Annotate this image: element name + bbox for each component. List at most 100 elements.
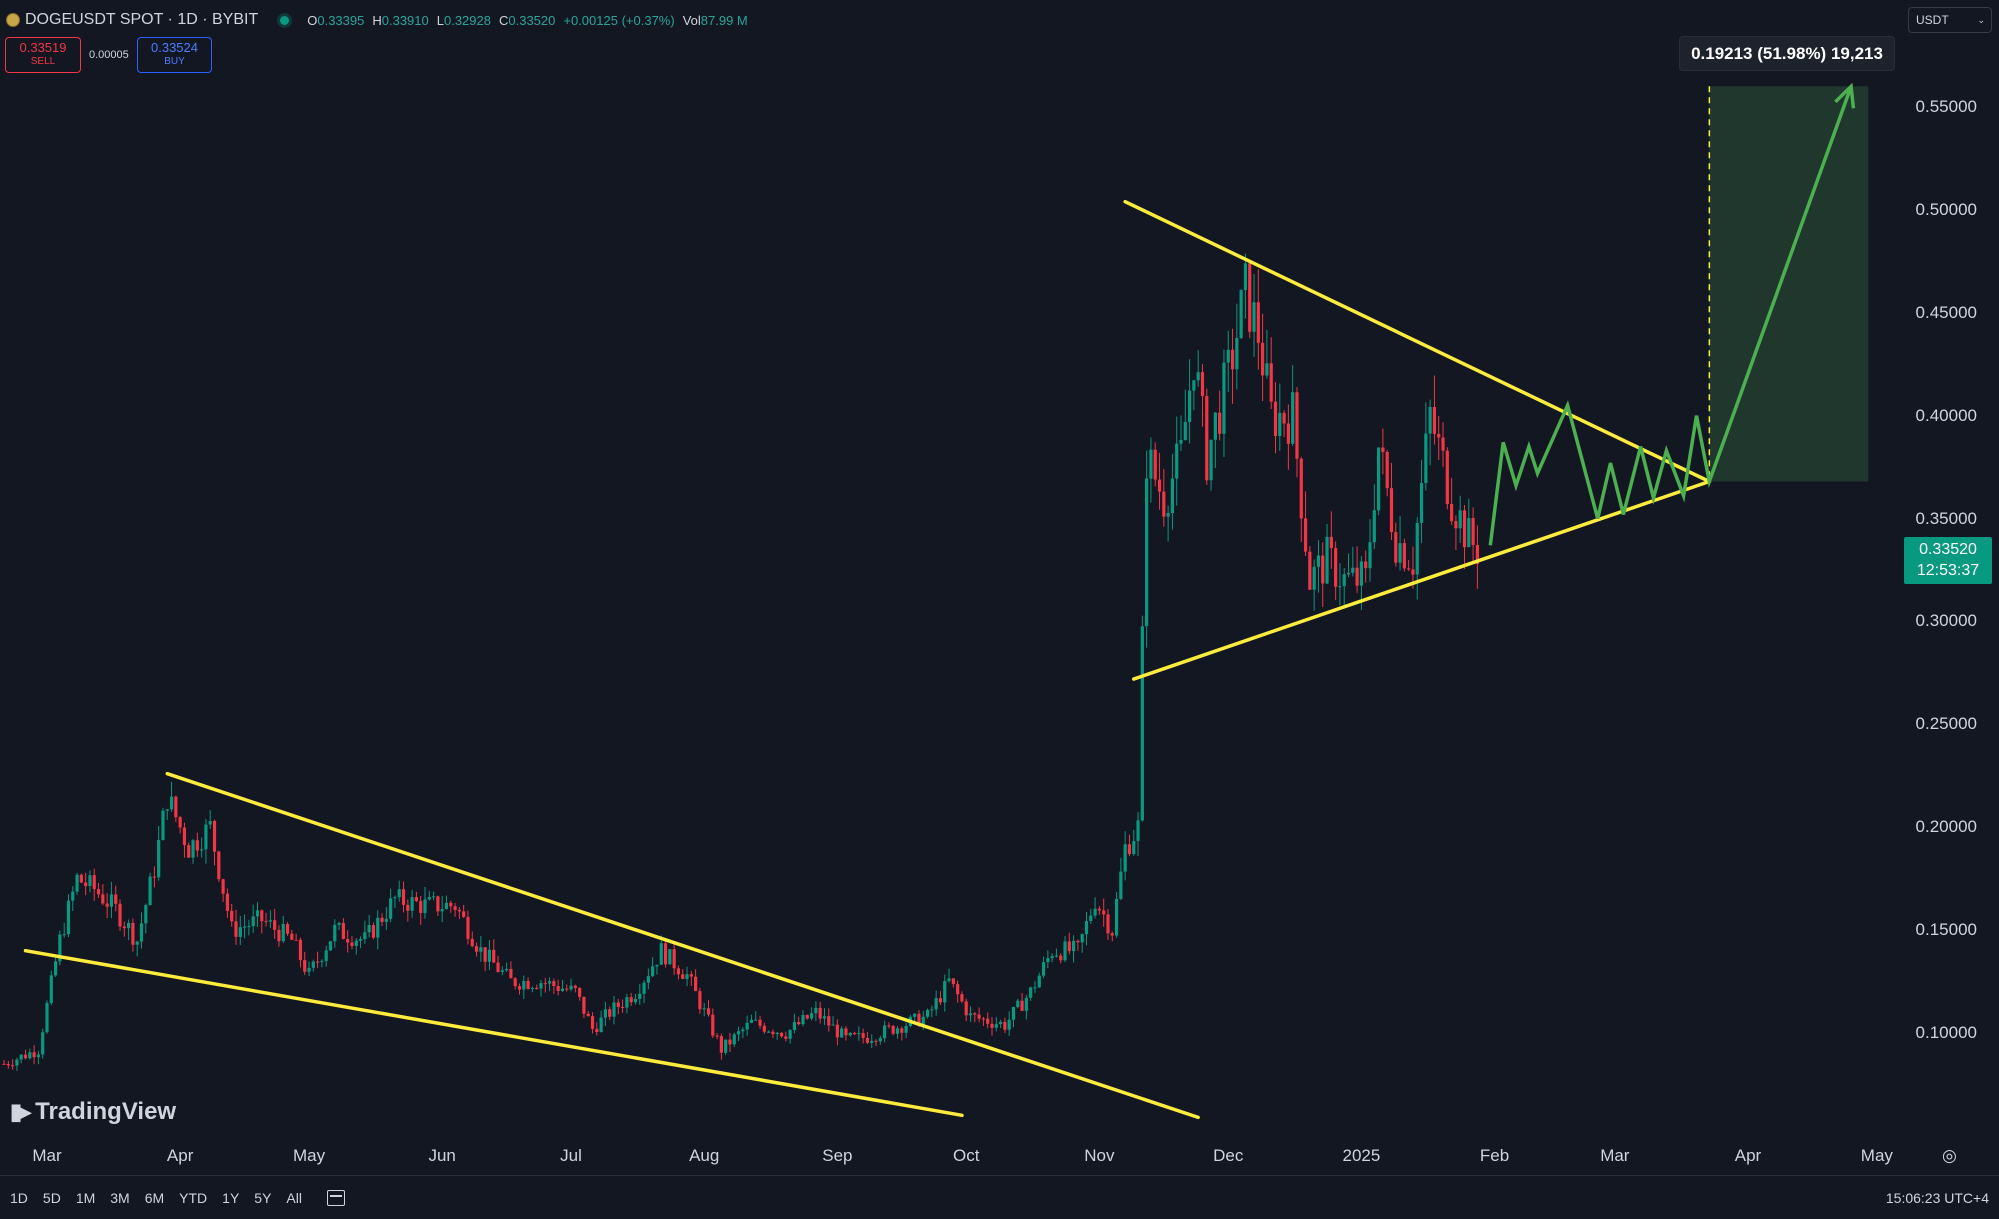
candle-body [1067, 941, 1071, 952]
timeframe-button[interactable]: 5D [42, 1190, 61, 1206]
projection-arrowhead [1834, 82, 1856, 109]
candle-body [827, 1016, 831, 1026]
candle-body [659, 943, 663, 965]
symbol-title[interactable]: DOGEUSDT SPOT · 1D · BYBIT [25, 11, 259, 28]
buy-price: 0.33524 [151, 40, 198, 55]
candle-body [758, 1019, 762, 1026]
measure-label[interactable]: 0.19213 (51.98%) 19,213 [1679, 36, 1895, 71]
candle-body [1381, 447, 1385, 453]
open-label: O [307, 12, 318, 28]
bar-countdown: 12:53:37 [1916, 562, 1980, 579]
candle-body [457, 909, 461, 912]
candle-body [1205, 396, 1209, 481]
sell-button[interactable]: 0.33519 SELL [5, 37, 81, 73]
candle-body [517, 986, 522, 990]
currency-select[interactable]: USDT ⌄ [1908, 7, 1992, 33]
candle-body [526, 980, 530, 989]
candle-body [977, 1014, 981, 1019]
candle-body [913, 1013, 917, 1017]
candle-body [23, 1054, 28, 1059]
candle-body [625, 997, 629, 1008]
candle-body [208, 820, 212, 825]
tradingview-logo[interactable]: ▮▸ TradingView [10, 1098, 176, 1126]
drawings-layer [23, 82, 1869, 1120]
candle-body [1325, 536, 1329, 584]
candle-body [1312, 566, 1316, 590]
candle-body [608, 1009, 612, 1017]
candle-body [453, 906, 457, 910]
calendar-icon[interactable] [326, 1190, 345, 1206]
candle-body [492, 949, 496, 963]
candle-body [1218, 412, 1222, 434]
candle-body [212, 820, 217, 852]
candle-body [1192, 380, 1196, 391]
candle-body [1321, 555, 1325, 584]
candle-body [595, 1028, 599, 1033]
price-tick-label: 0.15000 [1915, 920, 1977, 940]
candle-body [1230, 349, 1235, 370]
target-zone [1709, 86, 1869, 482]
candle-body [1278, 412, 1282, 437]
candle-body [1149, 449, 1153, 479]
candle-body [801, 1014, 805, 1025]
candle-body [848, 1032, 852, 1036]
sell-price: 0.33519 [19, 40, 67, 55]
candle-body [1445, 450, 1449, 504]
candle-body [1119, 871, 1123, 900]
chevron-down-icon: ⌄ [1977, 15, 1985, 25]
candle-body [719, 1036, 723, 1053]
candle-body [157, 839, 161, 878]
timeframe-button[interactable]: All [286, 1190, 302, 1206]
candle-body [835, 1024, 839, 1038]
candle-body [19, 1054, 23, 1060]
candle-body [444, 902, 449, 909]
timeframe-button[interactable]: 1M [75, 1190, 96, 1206]
timeframe-button[interactable]: 1D [10, 1190, 28, 1206]
buy-button[interactable]: 0.33524 BUY [137, 37, 212, 73]
trendline [23, 948, 964, 1118]
candle-body [724, 1039, 728, 1053]
trendline [165, 771, 1200, 1120]
candle-body [1475, 545, 1479, 564]
candle-body [1209, 439, 1213, 481]
time-tick-label: Feb [1479, 1146, 1510, 1165]
candle-body [200, 849, 204, 851]
auto-scale-icon[interactable]: ◎ [1942, 1146, 1957, 1165]
timeframe-button[interactable]: 5Y [254, 1190, 272, 1206]
candle-body [1235, 337, 1239, 370]
candle-body [264, 921, 268, 923]
candle-body [775, 1032, 779, 1035]
candle-body [1467, 517, 1471, 548]
candle-body [1084, 921, 1089, 935]
timeframe-button[interactable]: 1Y [222, 1190, 240, 1206]
timeframe-button[interactable]: YTD [179, 1190, 208, 1206]
candle-body [397, 889, 401, 898]
timeframe-button[interactable]: 6M [144, 1190, 165, 1206]
candle-body [646, 976, 650, 983]
candle-body [333, 924, 337, 942]
last-price-tag: 0.33520 12:53:37 [1904, 537, 1992, 584]
candle-body [543, 983, 547, 985]
currency-value: USDT [1916, 13, 1949, 27]
candle-body [1295, 392, 1299, 459]
candle-body [1334, 548, 1338, 587]
timeframe-button[interactable]: 3M [110, 1190, 130, 1206]
candle-body [925, 1009, 930, 1017]
time-tick-label: Mar [32, 1146, 62, 1165]
candle-body [981, 1018, 986, 1020]
candle-body [1200, 372, 1205, 397]
candle-body [114, 894, 118, 904]
candle-body [900, 1028, 904, 1033]
time-tick-label: Mar [1600, 1146, 1630, 1165]
candle-body [681, 974, 685, 979]
candle-body [951, 978, 955, 985]
candle-body [88, 875, 92, 886]
candle-body [187, 845, 191, 858]
candle-body [1011, 1006, 1016, 1020]
time-tick-label: 2025 [1342, 1146, 1381, 1165]
candle-body [560, 988, 565, 992]
price-tick-label: 0.40000 [1915, 405, 1977, 425]
clock[interactable]: 15:06:23 UTC+4 [1885, 1190, 1989, 1206]
candle-body [178, 817, 182, 828]
